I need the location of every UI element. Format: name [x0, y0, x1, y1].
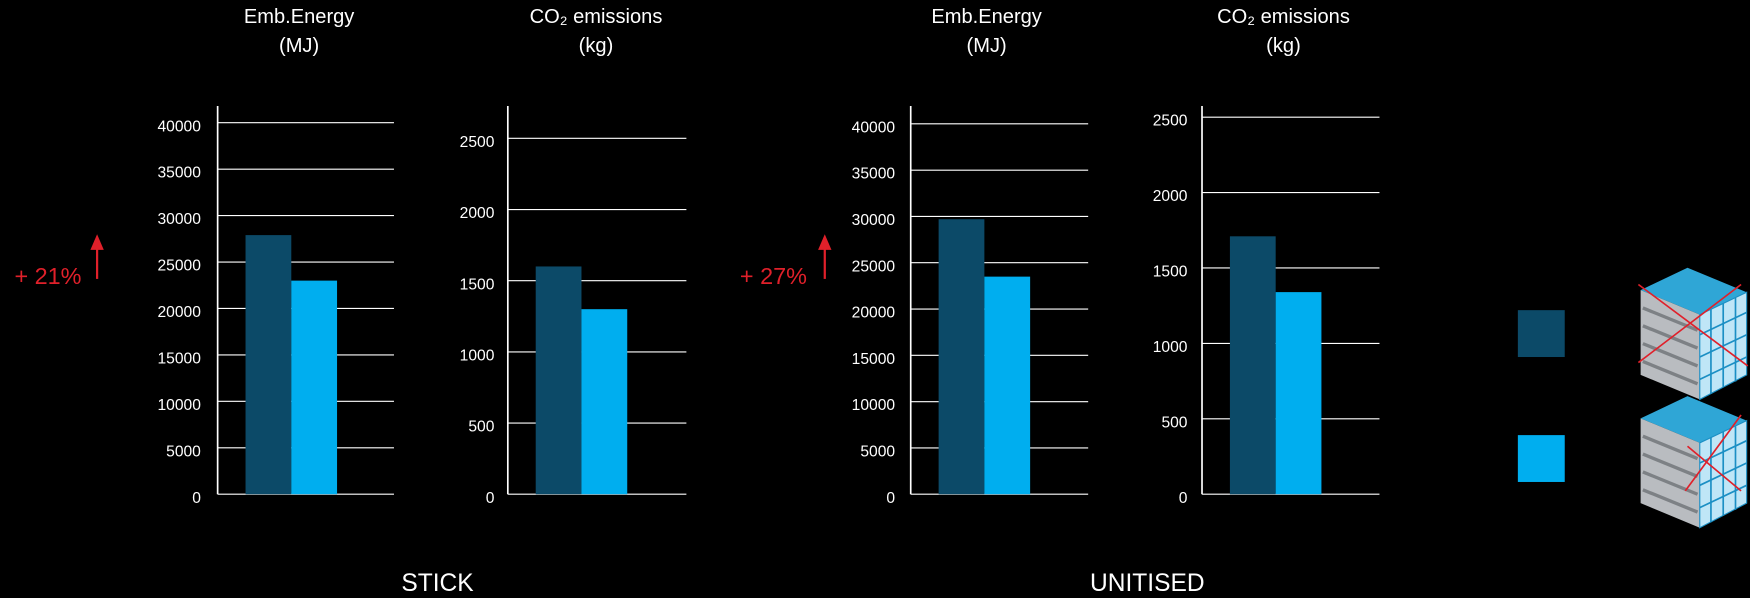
y-tick-label: 35000: [157, 165, 201, 182]
y-tick-label: 5000: [166, 443, 201, 460]
bar: [581, 309, 628, 495]
bar: [291, 280, 338, 495]
chart-title: Emb.Energy: [931, 6, 1042, 28]
annotation-arrowhead: [90, 234, 104, 250]
y-tick-label: 15000: [852, 351, 896, 368]
y-tick-label: 40000: [157, 118, 201, 135]
y-tick-label: 0: [1179, 490, 1188, 507]
y-tick-label: 30000: [157, 211, 201, 228]
cross-line: [1637, 283, 1742, 364]
bar: [535, 266, 582, 495]
bar: [1275, 292, 1322, 495]
y-tick-label: 2000: [460, 205, 495, 222]
y-tick-label: 2000: [1153, 188, 1188, 205]
bar: [984, 276, 1031, 495]
legend-swatch: [1517, 310, 1565, 358]
cross-line: [1637, 283, 1749, 367]
chart-subtitle: (kg): [579, 35, 614, 57]
legend-icons: [1637, 266, 1749, 530]
y-tick-label: 40000: [852, 119, 896, 136]
cross-line: [1686, 445, 1742, 492]
cross-line: [1684, 414, 1742, 492]
y-tick-label: 5000: [860, 444, 895, 461]
annotation-arrowhead: [818, 234, 832, 250]
bar: [938, 219, 985, 495]
annotation: + 21%: [14, 263, 81, 289]
bar: [245, 235, 292, 495]
y-tick-label: 1000: [1153, 339, 1188, 356]
group-label: STICK: [401, 570, 474, 597]
building-icon: [1638, 394, 1749, 530]
y-tick-label: 1500: [460, 276, 495, 293]
y-tick-label: 500: [1161, 414, 1187, 431]
y-tick-label: 1000: [460, 347, 495, 364]
y-tick-label: 2500: [1153, 113, 1188, 130]
y-tick-label: 0: [486, 490, 495, 507]
chart-title: Emb.Energy: [244, 6, 355, 28]
y-tick-label: 10000: [157, 397, 201, 414]
chart-title: CO₂ emissions: [1217, 6, 1350, 28]
chart-subtitle: (MJ): [279, 35, 319, 57]
legend-swatch: [1517, 435, 1565, 482]
chart-title: CO₂ emissions: [530, 6, 663, 28]
group-label: UNITISED: [1090, 570, 1205, 597]
chart-subtitle: (MJ): [967, 35, 1007, 57]
y-tick-label: 1500: [1153, 264, 1188, 281]
y-tick-label: 15000: [157, 351, 201, 368]
y-tick-label: 10000: [852, 397, 896, 414]
chart-subtitle: (kg): [1266, 35, 1301, 57]
y-tick-label: 0: [886, 490, 895, 507]
building-icon: [1638, 266, 1749, 402]
y-tick-label: 0: [192, 490, 201, 507]
y-tick-label: 25000: [157, 258, 201, 275]
y-tick-label: 25000: [852, 258, 896, 275]
y-tick-label: 500: [468, 419, 494, 436]
annotation: + 27%: [740, 263, 807, 289]
bar: [1229, 236, 1276, 495]
y-tick-label: 30000: [852, 212, 896, 229]
y-tick-label: 35000: [852, 166, 896, 183]
y-tick-label: 20000: [852, 305, 896, 322]
y-tick-label: 20000: [157, 304, 201, 321]
y-tick-label: 2500: [460, 134, 495, 151]
